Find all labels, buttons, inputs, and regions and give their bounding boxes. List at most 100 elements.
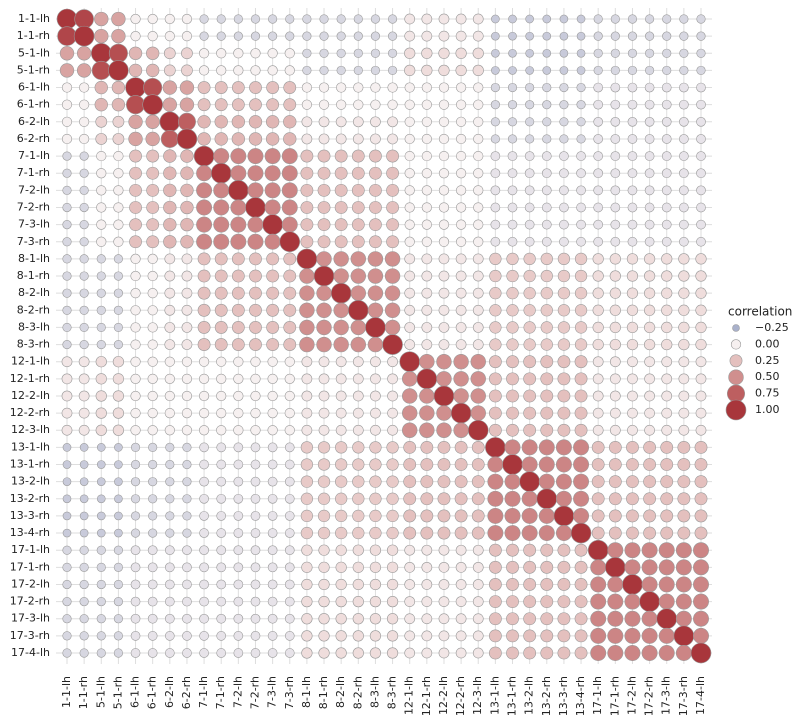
dot <box>454 475 468 489</box>
x-tick-label: 7-2-lh <box>231 676 244 708</box>
dot <box>231 115 246 129</box>
dot <box>316 251 332 267</box>
dot <box>181 270 193 282</box>
dot <box>335 647 347 659</box>
dot <box>248 132 263 146</box>
dot <box>386 149 399 163</box>
dot <box>367 268 384 284</box>
dot <box>268 31 278 41</box>
dot <box>370 31 381 41</box>
dot <box>641 645 658 661</box>
dot <box>196 216 213 233</box>
dot <box>113 648 123 658</box>
dot <box>386 561 399 573</box>
dot <box>231 98 245 112</box>
dot <box>267 373 278 384</box>
dot <box>233 631 244 641</box>
dot <box>420 492 434 506</box>
dot <box>525 100 535 110</box>
dot <box>455 30 467 42</box>
dot <box>164 631 175 641</box>
x-tick-label: 1-1-lh <box>60 676 73 708</box>
dot <box>128 114 143 129</box>
dot <box>216 476 227 487</box>
dot <box>507 100 518 110</box>
dot <box>610 236 621 247</box>
dot <box>79 511 89 521</box>
dot <box>506 406 519 420</box>
dot <box>180 235 194 249</box>
dot <box>300 492 314 505</box>
dot <box>96 597 106 607</box>
dot <box>369 218 382 232</box>
dot <box>352 356 364 368</box>
dot <box>250 442 261 453</box>
dot <box>302 48 312 58</box>
dot <box>365 317 386 338</box>
dot <box>490 168 501 179</box>
dot <box>130 579 141 590</box>
dot <box>404 579 416 590</box>
x-tick-label: 7-2-rh <box>248 676 261 709</box>
dot <box>472 304 484 316</box>
dot <box>267 459 278 470</box>
dot <box>267 493 278 504</box>
dot <box>319 65 329 75</box>
dot <box>421 64 433 77</box>
dot <box>421 613 433 625</box>
dot <box>420 526 434 540</box>
dot <box>284 476 295 487</box>
dot <box>267 631 278 641</box>
dot <box>284 562 295 573</box>
dot <box>489 321 502 334</box>
dot <box>661 151 672 161</box>
dot <box>113 271 123 281</box>
dot <box>164 545 175 556</box>
dot <box>199 493 209 504</box>
dot <box>199 459 209 470</box>
dot <box>96 322 106 333</box>
dot <box>112 424 125 436</box>
dot <box>610 168 621 179</box>
dot <box>130 390 141 402</box>
y-tick-label: 1-1-rh <box>17 29 50 42</box>
dot <box>145 114 160 129</box>
dot <box>318 647 330 659</box>
dot <box>250 459 261 470</box>
dot <box>231 269 245 283</box>
dot <box>609 270 621 282</box>
dot <box>610 116 621 127</box>
dot <box>369 595 382 608</box>
dot <box>506 304 519 317</box>
dot <box>487 490 504 507</box>
dot <box>576 236 586 247</box>
dot <box>419 422 435 438</box>
dot <box>284 65 295 76</box>
dot <box>79 185 89 195</box>
dot <box>438 596 450 607</box>
dot <box>542 14 552 24</box>
dot <box>284 545 295 556</box>
dot <box>641 610 658 627</box>
dot <box>370 82 381 93</box>
dot <box>299 336 315 353</box>
dot <box>645 65 655 75</box>
dot <box>61 390 73 402</box>
dot <box>506 646 519 660</box>
x-tick-label: 7-1-rh <box>214 676 227 709</box>
dot <box>199 613 209 624</box>
dot <box>610 65 620 75</box>
dot <box>145 131 160 147</box>
dot <box>62 648 72 658</box>
dot <box>384 268 401 284</box>
dot <box>626 509 639 523</box>
dot <box>125 77 146 98</box>
dot <box>179 97 195 112</box>
dot <box>129 218 142 232</box>
dot <box>59 63 75 78</box>
dot <box>472 630 484 642</box>
dot <box>369 509 382 523</box>
dot <box>96 168 107 179</box>
dot <box>147 253 158 264</box>
dot <box>490 100 500 110</box>
